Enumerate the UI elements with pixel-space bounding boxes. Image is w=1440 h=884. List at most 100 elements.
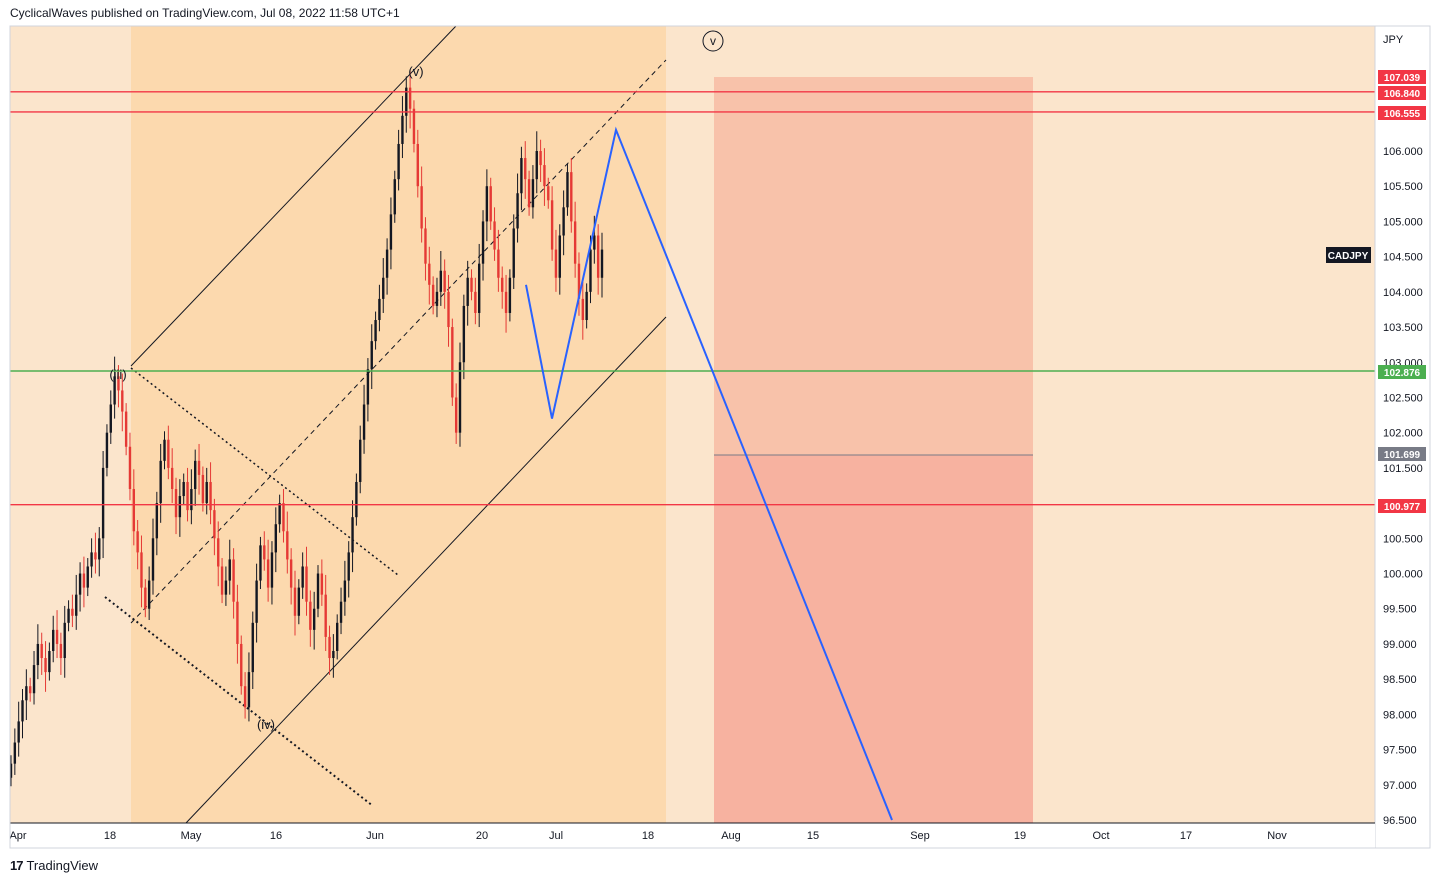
- wave-label-v-major: v: [710, 34, 716, 48]
- candle-body: [251, 622, 254, 673]
- candle: [255, 563, 258, 643]
- candle: [435, 277, 439, 318]
- time-tick: 18: [104, 830, 116, 842]
- candle: [547, 177, 550, 209]
- candle: [527, 170, 531, 216]
- candle-body: [163, 439, 166, 461]
- level-label: 107.039: [1384, 73, 1421, 84]
- candle-body: [32, 665, 36, 694]
- candle: [124, 403, 128, 456]
- candle: [332, 634, 335, 678]
- candle-body: [443, 270, 446, 292]
- candle-body: [113, 376, 116, 405]
- level-label-bg: [1378, 106, 1426, 120]
- time-tick: Sep: [910, 830, 930, 842]
- candle: [336, 614, 339, 660]
- candle: [600, 232, 604, 298]
- level-label: 100.977: [1384, 502, 1421, 513]
- candle: [393, 170, 396, 223]
- candle-body: [408, 87, 412, 109]
- candle-body: [293, 587, 297, 616]
- candle: [320, 559, 324, 606]
- candle-body: [21, 700, 24, 722]
- candle: [159, 443, 162, 523]
- candle-body: [243, 686, 247, 708]
- candle-body: [516, 193, 519, 229]
- publisher-header: CyclicalWaves published on TradingView.c…: [10, 6, 400, 20]
- candle: [25, 669, 28, 721]
- time-tick: Oct: [1092, 830, 1109, 842]
- candle: [577, 252, 581, 316]
- time-axis-ticks: Apr 18 May 16 Jun 20 Jul 18 Aug 15 Sep 19 Oct 17 Nov: [9, 830, 1287, 842]
- candle-body: [17, 721, 20, 743]
- candle: [266, 539, 270, 602]
- candle: [558, 224, 561, 295]
- candle-body: [312, 608, 316, 630]
- price-tick: 99.500: [1383, 604, 1417, 616]
- candle-body: [389, 214, 393, 250]
- candle-body: [71, 608, 74, 616]
- candle: [343, 560, 347, 616]
- time-tick: 16: [270, 830, 282, 842]
- price-tick: 104.500: [1383, 252, 1423, 264]
- candle-body: [466, 277, 469, 306]
- candle: [420, 166, 423, 243]
- candle: [228, 539, 231, 595]
- candle-body: [385, 249, 389, 278]
- candle: [147, 566, 151, 621]
- candle-body: [485, 186, 489, 222]
- candle: [286, 511, 289, 574]
- candle-body: [566, 172, 569, 208]
- candle: [543, 148, 546, 206]
- candle: [240, 635, 243, 695]
- candle-body: [477, 263, 481, 313]
- tradingview-footer[interactable]: 17 TradingView: [10, 858, 98, 873]
- candle: [309, 590, 312, 647]
- level-label-bg: [1378, 365, 1426, 379]
- candle: [121, 373, 124, 432]
- price-tick: 101.500: [1383, 463, 1423, 475]
- candle: [493, 207, 496, 261]
- candle: [362, 384, 366, 454]
- candle: [328, 625, 331, 675]
- candle: [109, 390, 112, 444]
- candle-body: [132, 489, 136, 532]
- candle-body: [220, 566, 224, 595]
- candle-body: [109, 404, 112, 433]
- price-tick: 102.500: [1383, 392, 1423, 404]
- candle: [48, 642, 51, 681]
- candle-body: [362, 404, 366, 440]
- level-label: 106.555: [1384, 109, 1421, 120]
- time-tick: 15: [807, 830, 819, 842]
- candle-body: [86, 566, 89, 588]
- candle-body: [309, 601, 312, 630]
- time-tick: Apr: [9, 830, 26, 842]
- candle-body: [382, 277, 385, 299]
- risk-zone-lower: [714, 455, 1033, 823]
- candle-body: [332, 650, 335, 659]
- price-tick: 99.000: [1383, 639, 1417, 651]
- candle: [351, 500, 354, 573]
- candle-body: [489, 186, 492, 222]
- candle-body: [105, 432, 109, 468]
- candle-body: [366, 369, 370, 405]
- candle: [516, 173, 519, 243]
- candle: [182, 473, 185, 505]
- candle-body: [194, 460, 197, 490]
- price-tick: 97.000: [1383, 780, 1417, 792]
- candle-body: [44, 658, 47, 673]
- candle-body: [581, 298, 585, 321]
- candle-body: [397, 143, 400, 180]
- wave-label-v-minor: (v): [408, 64, 423, 79]
- candle: [278, 494, 281, 533]
- price-levels: [10, 91, 1375, 506]
- candle-body: [75, 594, 78, 616]
- price-tick: 97.500: [1383, 745, 1417, 757]
- risk-zone-upper: [714, 77, 1033, 455]
- time-tick: May: [181, 830, 202, 842]
- candle: [13, 728, 17, 775]
- candle-body: [255, 580, 258, 623]
- candle: [489, 177, 492, 230]
- candle: [40, 632, 43, 675]
